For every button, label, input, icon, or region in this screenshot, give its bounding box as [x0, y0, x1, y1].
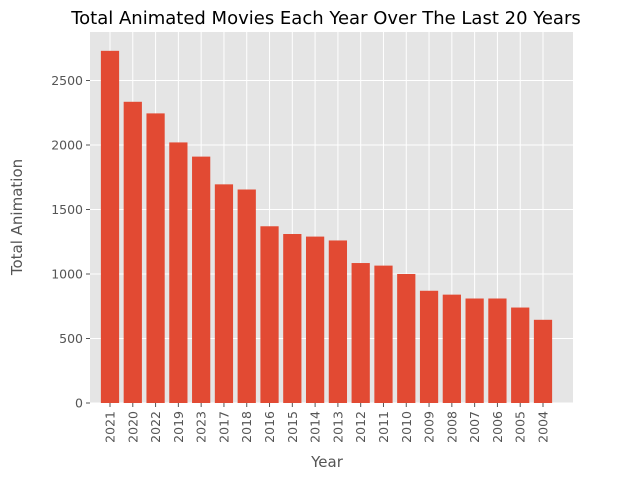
bars: [100, 50, 553, 404]
bar-2005: [511, 307, 530, 403]
bar-2014: [305, 236, 325, 403]
bar-2016: [260, 226, 279, 403]
bar-2006: [488, 298, 507, 403]
x-tick-label: 2009: [422, 411, 437, 443]
bar-2019: [169, 142, 188, 404]
bar-2018: [237, 189, 256, 403]
y-tick-label: 500: [59, 331, 83, 346]
x-tick-label: 2017: [216, 411, 231, 443]
x-tick-label: 2016: [262, 411, 277, 443]
bar-2007: [465, 298, 484, 403]
bar-2008: [442, 294, 461, 403]
bar-2023: [192, 156, 211, 403]
bar-2011: [374, 265, 393, 403]
x-tick-label: 2021: [103, 411, 118, 443]
x-tick-label: 2008: [444, 411, 459, 443]
x-tick-label: 2014: [308, 411, 323, 443]
bar-2015: [283, 234, 302, 403]
x-tick-label: 2018: [239, 411, 254, 443]
x-tick-labels: 2021 2020 2022 2019 2023 2017 2018 2016 2015 2014…: [103, 403, 551, 443]
y-tick-label: 1500: [51, 202, 83, 217]
x-tick-label: 2015: [285, 411, 300, 443]
x-tick-label: 2007: [467, 411, 482, 443]
x-tick-label: 2023: [194, 411, 209, 443]
x-tick-label: 2019: [171, 411, 186, 443]
x-tick-label: 2020: [125, 411, 140, 443]
bar-2004: [533, 319, 553, 403]
bar-2012: [351, 263, 370, 403]
y-tick-label: 2500: [51, 73, 83, 88]
y-axis-label: Total Animation: [8, 159, 26, 276]
x-tick-label: 2013: [330, 411, 345, 443]
y-tick-label: 1000: [51, 267, 83, 282]
x-tick-label: 2004: [536, 411, 551, 443]
x-tick-label: 2012: [353, 411, 368, 443]
bar-2010: [397, 274, 416, 403]
y-tick-label: 2000: [51, 138, 83, 153]
x-axis-label: Year: [310, 453, 344, 471]
y-tick-label: 0: [75, 396, 83, 411]
y-tick-labels: 0 500 1000 1500 2000 2500: [51, 73, 90, 411]
bar-2020: [123, 101, 142, 403]
chart-title: Total Animated Movies Each Year Over The…: [70, 8, 581, 29]
bar-2021: [100, 50, 120, 404]
x-tick-label: 2010: [399, 411, 414, 443]
bar-2013: [328, 240, 348, 403]
x-tick-label: 2022: [148, 411, 163, 443]
bar-2009: [419, 290, 439, 403]
bar-2017: [214, 184, 234, 403]
x-tick-label: 2011: [376, 411, 391, 443]
x-tick-label: 2005: [513, 411, 528, 443]
bar-2022: [146, 113, 165, 404]
x-tick-label: 2006: [490, 411, 505, 443]
